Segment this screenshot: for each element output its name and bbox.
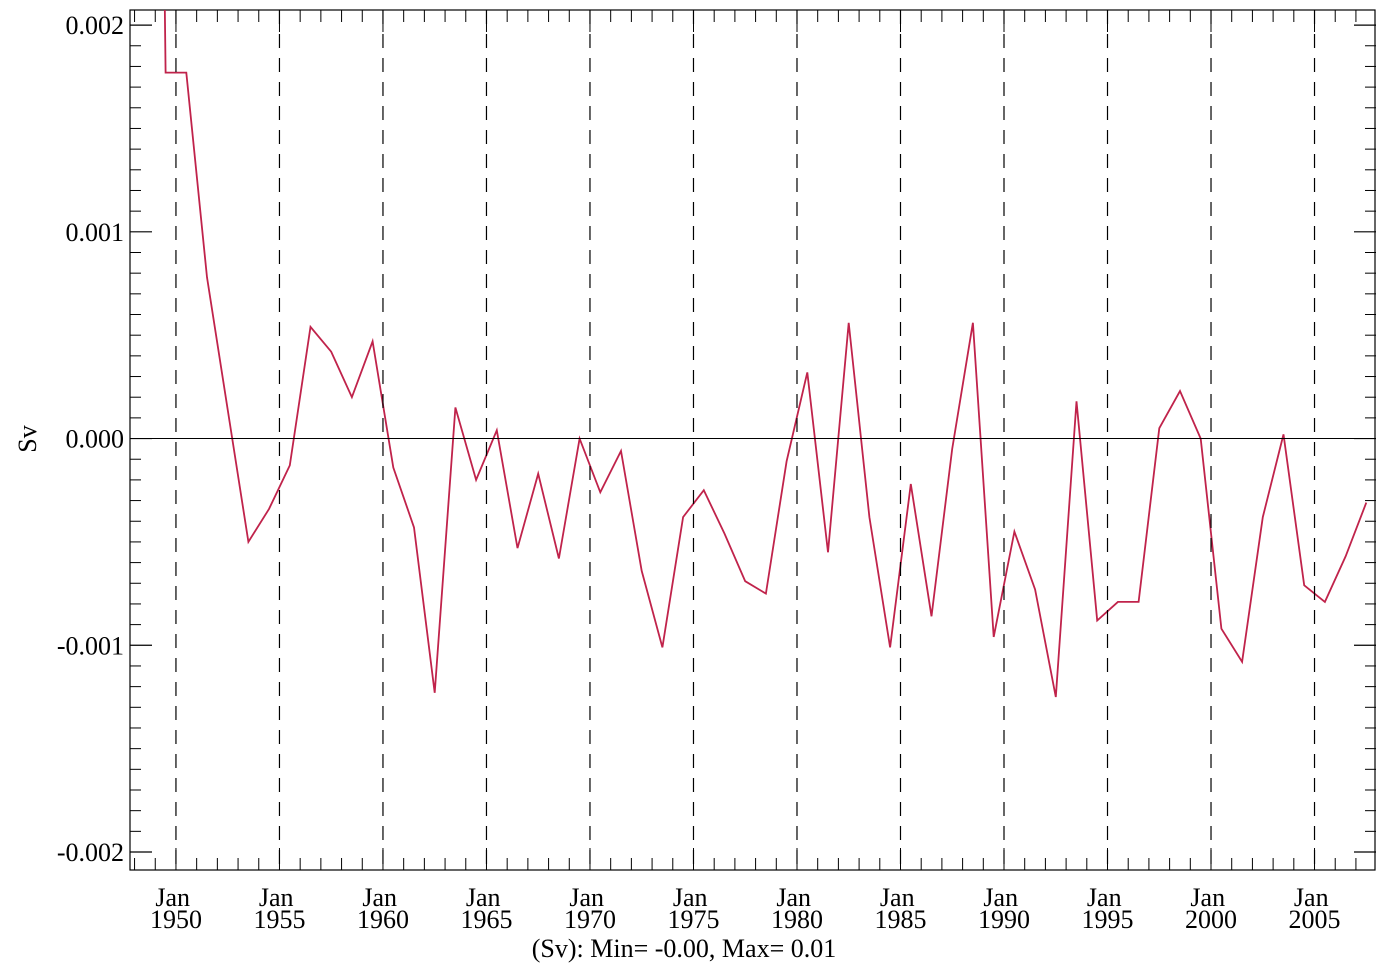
x-tick-label: Jan 1975 (667, 883, 719, 934)
x-tick-label: Jan 1995 (1082, 883, 1134, 934)
y-tick-label: -0.001 (57, 631, 124, 660)
y-tick-label: -0.002 (57, 838, 124, 867)
x-tick-label: Jan 2005 (1289, 883, 1341, 934)
x-tick-label: Jan 1970 (564, 883, 616, 934)
data-line (163, 10, 1368, 698)
x-tick-label: Jan 2000 (1185, 883, 1237, 934)
x-tick-label: Jan 1980 (771, 883, 823, 934)
y-axis-label: Sv (13, 425, 42, 452)
y-tick-label: 0.001 (66, 218, 125, 247)
x-axis-label: (Sv): Min= -0.00, Max= 0.01 (532, 934, 836, 963)
x-tick-label: Jan 1950 (150, 883, 202, 934)
x-tick-label: Jan 1985 (874, 883, 926, 934)
plot-lines (163, 10, 1368, 698)
y-tick-label: 0.000 (66, 425, 125, 454)
x-tick-label: Jan 1965 (460, 883, 512, 934)
x-tick-label: Jan 1960 (357, 883, 409, 934)
y-tick-label: 0.002 (66, 11, 125, 40)
x-tick-label: Jan 1990 (978, 883, 1030, 934)
x-tick-label: Jan 1955 (253, 883, 305, 934)
plot-frame (129, 9, 1376, 871)
